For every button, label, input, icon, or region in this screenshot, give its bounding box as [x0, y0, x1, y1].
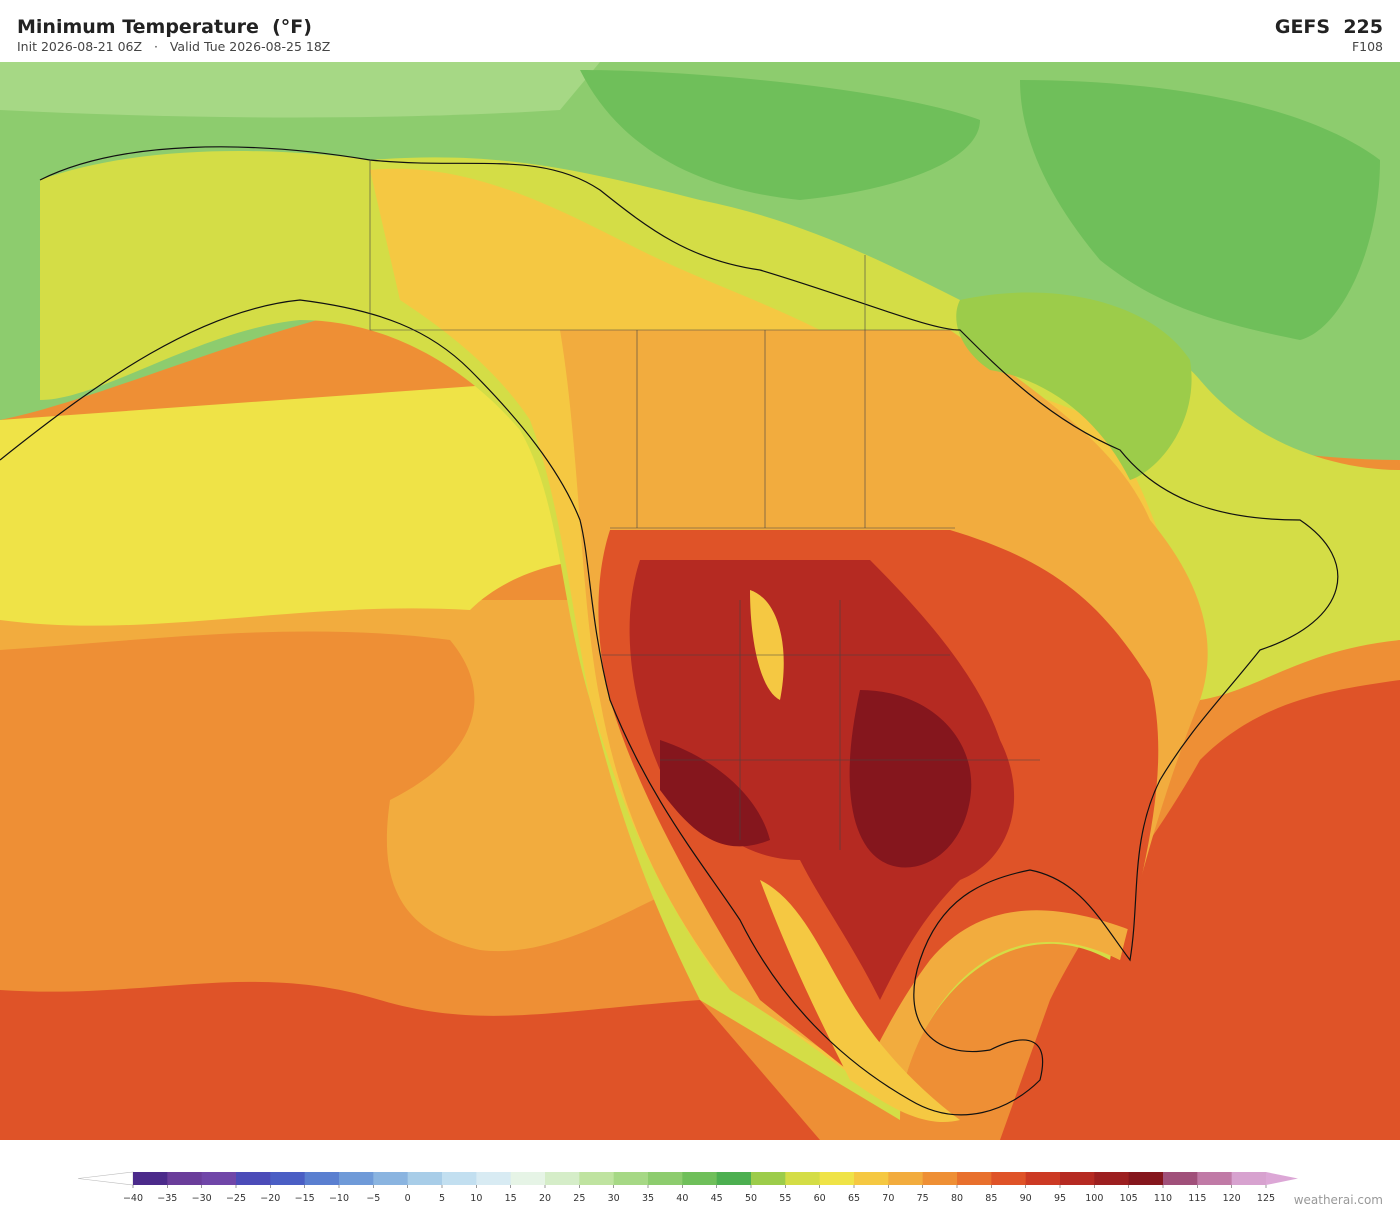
colorbar-over: [1266, 1172, 1298, 1185]
colorbar-bin: [579, 1172, 615, 1185]
colorbar-bin: [167, 1172, 203, 1185]
coastline: [0, 146, 1339, 1116]
colorbar-tick-label: −30: [192, 1193, 212, 1204]
colorbar-bin: [922, 1172, 958, 1185]
colorbar-tick-label: 95: [1054, 1193, 1066, 1204]
atlantic-warm: [1000, 680, 1400, 1140]
colorbar-tick-label: 70: [882, 1193, 894, 1204]
colorbar-bin: [1197, 1172, 1233, 1185]
colorbar-bin: [1163, 1172, 1198, 1185]
pacific-band: [0, 600, 700, 952]
colorbar-under: [77, 1171, 134, 1186]
colorbar-tick-label: 15: [505, 1193, 517, 1204]
colorbar-bin: [888, 1172, 924, 1185]
colorbar-bin: [1128, 1172, 1164, 1185]
colorbar-tick-label: 75: [917, 1193, 929, 1204]
colorbar-bin: [476, 1172, 512, 1185]
colorbar-tick-label: 35: [642, 1193, 654, 1204]
colorbar-tick-label: 65: [848, 1193, 860, 1204]
colorbar-bin: [407, 1172, 443, 1185]
colorbar-tick-label: 45: [711, 1193, 723, 1204]
colorbar-tick-label: 115: [1188, 1193, 1206, 1204]
colorbar-tick-label: 105: [1120, 1193, 1138, 1204]
colorbar-tick-label: 25: [573, 1193, 585, 1204]
colorbar-bin: [236, 1172, 271, 1185]
colorbar-bin: [648, 1172, 683, 1185]
colorbar-tick-label: 20: [539, 1193, 551, 1204]
colorbar-bin: [373, 1172, 409, 1185]
colorbar-bin: [991, 1172, 1027, 1185]
colorbar-tick-label: 30: [608, 1193, 620, 1204]
colorbar: −40 −35 −30 −25 −20 −15 −10 −5 0 5 10 15 20 25 30 35 40 4…: [77, 1171, 1298, 1204]
colorbar-tick-label: 85: [985, 1193, 997, 1204]
colorbar-tick-label: 50: [745, 1193, 757, 1204]
colorbar-tick-label: 60: [814, 1193, 826, 1204]
colorbar-bin: [1025, 1172, 1061, 1185]
ocean-warm: [0, 981, 820, 1140]
colorbar-tick-label: −25: [226, 1193, 246, 1204]
pacific-band: [0, 380, 600, 626]
colorbar-bin: [854, 1172, 889, 1185]
colorbar-bin: [442, 1172, 477, 1185]
colorbar-bin: [819, 1172, 855, 1185]
colorbar-tick-label: −40: [123, 1193, 143, 1204]
borders: [369, 160, 1040, 850]
colorbar-tick-label: −35: [157, 1193, 177, 1204]
colorbar-tick-label: 110: [1154, 1193, 1172, 1204]
colorbar-bin: [545, 1172, 580, 1185]
colorbar-tick-label: 100: [1085, 1193, 1103, 1204]
colorbar-bin: [957, 1172, 992, 1185]
colorbar-bin: [270, 1172, 306, 1185]
highlands-cool: [750, 590, 960, 1122]
subtitle: Init 2026-08-21 06Z · Valid Tue 2026-08-…: [17, 39, 331, 54]
colorbar-bin: [682, 1172, 718, 1185]
colorbar-tick-label: −15: [295, 1193, 315, 1204]
arctic-islands: [580, 70, 1380, 340]
colorbar-bin: [751, 1172, 786, 1185]
colorbar-tick-label: 10: [470, 1193, 482, 1204]
colorbar-tick-label: 125: [1257, 1193, 1275, 1204]
model-name: GEFS 225: [1274, 16, 1383, 38]
colorbar-tick-label: 40: [676, 1193, 688, 1204]
colorbar-tick-label: 120: [1223, 1193, 1241, 1204]
colorbar-bin: [339, 1172, 374, 1185]
map: [0, 62, 1400, 1140]
arctic-band: [0, 62, 600, 118]
watermark: weatherai.com: [1293, 1193, 1383, 1207]
colorbar-bin: [1060, 1172, 1095, 1185]
colorbar-bin: [304, 1172, 340, 1185]
forecast-hour: F108: [1351, 39, 1383, 54]
colorbar-bin: [613, 1172, 649, 1185]
colorbar-tick-label: 0: [405, 1193, 411, 1204]
colorbar-tick-label: 90: [1020, 1193, 1032, 1204]
colorbar-bin: [201, 1172, 237, 1185]
colorbar-tick-label: −20: [260, 1193, 280, 1204]
colorbar-bin: [510, 1172, 546, 1185]
hudson-bay: [956, 292, 1192, 480]
colorbar-bin: [785, 1172, 821, 1185]
colorbar-bin: [716, 1172, 752, 1185]
colorbar-bin: [133, 1172, 168, 1185]
colorbar-tick-label: −10: [329, 1193, 349, 1204]
colorbar-tick-label: −5: [366, 1193, 380, 1204]
colorbar-tick-label: 5: [439, 1193, 445, 1204]
colorbar-bin: [1231, 1172, 1267, 1185]
colorbar-tick-label: 55: [779, 1193, 791, 1204]
title: Minimum Temperature (°F): [17, 16, 312, 38]
colorbar-bin: [1094, 1172, 1130, 1185]
colorbar-tick-label: 80: [951, 1193, 963, 1204]
land-hottest: [660, 690, 972, 868]
land-very-hot: [629, 560, 1015, 1000]
